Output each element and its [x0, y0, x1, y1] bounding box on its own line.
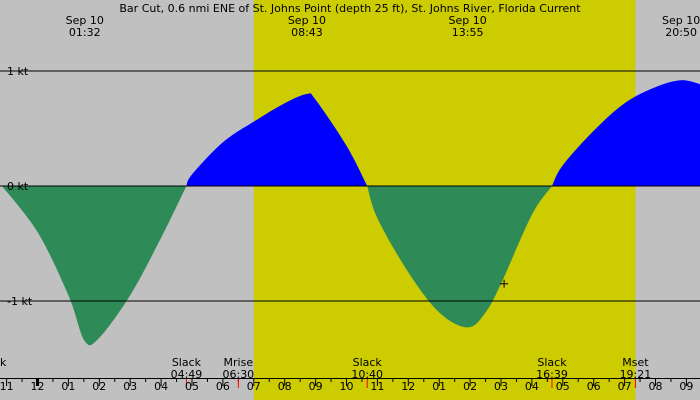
hour-tick-label: 01: [61, 380, 75, 393]
bottom-left-label: k: [0, 356, 7, 369]
peak-date-label: Sep 10: [449, 14, 487, 27]
hour-tick-label: 12: [31, 380, 45, 393]
flood-current-area: [552, 80, 700, 186]
event-time-label: 06:30: [222, 368, 254, 381]
hour-tick-label: 07: [618, 380, 632, 393]
hour-tick-label: 08: [278, 380, 292, 393]
hour-tick-label: 11: [0, 380, 14, 393]
current-data-layer: [2, 80, 700, 346]
crosshair-marker: [500, 279, 509, 288]
hour-tick-label: 06: [587, 380, 601, 393]
peak-time-label: 20:50: [665, 26, 697, 39]
hour-tick-label: 10: [340, 380, 354, 393]
event-time-label: 04:49: [171, 368, 203, 381]
hour-tick-label: 02: [463, 380, 477, 393]
hour-tick-label: 09: [679, 380, 693, 393]
hour-tick-label: 01: [432, 380, 446, 393]
hour-tick-label: 09: [309, 380, 323, 393]
event-label: Slack: [537, 356, 567, 369]
ebb-current-area: [2, 186, 187, 346]
hour-tick-label: 11: [370, 380, 384, 393]
event-time-label: 10:40: [351, 368, 383, 381]
hour-tick-label: 03: [123, 380, 137, 393]
event-label: Slack: [172, 356, 202, 369]
event-label: Slack: [353, 356, 383, 369]
peak-date-label: Sep 10: [662, 14, 700, 27]
hour-tick-label: 03: [494, 380, 508, 393]
y-tick-label: 0 kt: [7, 180, 29, 193]
peak-date-label: Sep 10: [288, 14, 326, 27]
event-time-label: 19:21: [620, 368, 652, 381]
gridline-layer: [0, 70, 700, 388]
hour-tick-label: 06: [216, 380, 230, 393]
ebb-current-area: [367, 186, 552, 328]
event-time-label: 16:39: [536, 368, 568, 381]
event-label: Mset: [622, 356, 649, 369]
peak-time-label: 08:43: [291, 26, 323, 39]
hour-tick-label: 02: [92, 380, 106, 393]
event-label: Mrise: [224, 356, 254, 369]
hour-tick-label: 08: [649, 380, 663, 393]
y-tick-label: -1 kt: [7, 295, 33, 308]
hour-tick-label: 04: [525, 380, 539, 393]
peak-time-label: 13:55: [452, 26, 484, 39]
hour-tick-label: 12: [401, 380, 415, 393]
hour-tick-label: 05: [185, 380, 199, 393]
hour-tick-label: 05: [556, 380, 570, 393]
chart-title: Bar Cut, 0.6 nmi ENE of St. Johns Point …: [119, 2, 581, 15]
hour-tick-label: 07: [247, 380, 261, 393]
peak-date-label: Sep 10: [66, 14, 104, 27]
hour-tick-label: 04: [154, 380, 168, 393]
y-tick-label: 1 kt: [7, 65, 29, 78]
peak-time-label: 01:32: [69, 26, 101, 39]
flood-current-area: [186, 93, 368, 186]
